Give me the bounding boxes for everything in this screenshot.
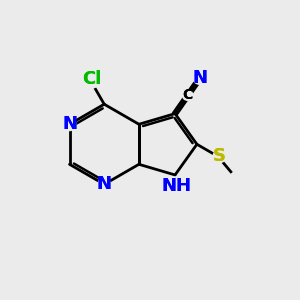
- Text: Cl: Cl: [82, 70, 101, 88]
- Text: S: S: [213, 147, 226, 165]
- Text: C: C: [182, 88, 193, 102]
- Circle shape: [193, 72, 206, 84]
- Text: N: N: [62, 115, 77, 133]
- Text: N: N: [192, 69, 207, 87]
- Circle shape: [213, 150, 226, 163]
- Text: Cl: Cl: [82, 70, 101, 88]
- Circle shape: [182, 90, 193, 100]
- Circle shape: [98, 178, 110, 190]
- Text: C: C: [182, 88, 193, 102]
- Text: N: N: [97, 175, 112, 193]
- Circle shape: [167, 177, 184, 194]
- Text: N: N: [62, 115, 77, 133]
- Circle shape: [63, 118, 76, 130]
- Text: NH: NH: [161, 177, 191, 195]
- Text: N: N: [97, 175, 112, 193]
- Text: S: S: [213, 147, 226, 165]
- Text: N: N: [192, 69, 207, 87]
- Text: NH: NH: [161, 177, 191, 195]
- Circle shape: [82, 70, 100, 88]
